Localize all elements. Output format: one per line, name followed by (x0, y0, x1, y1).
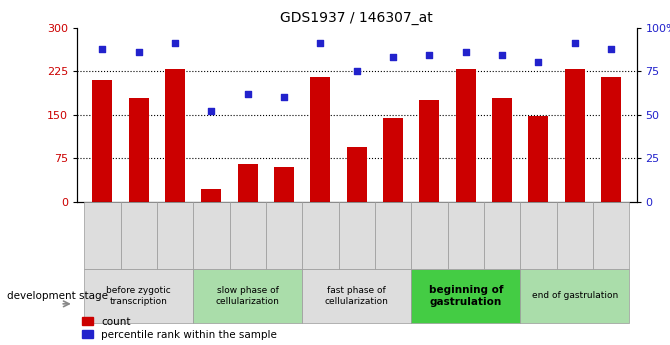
Bar (520, 269, 629, 323)
Point (279, 95, 289, 100)
Point (133, 49, 144, 55)
Point (170, 40, 180, 46)
Bar (165, 69, 185, 202)
Bar (230, 202, 266, 269)
Text: end of gastrulation: end of gastrulation (531, 291, 618, 300)
Bar (266, 202, 302, 269)
Bar (302, 202, 338, 269)
Bar (92, 80, 113, 202)
Bar (529, 116, 549, 202)
Bar (302, 269, 411, 323)
Bar (202, 189, 222, 202)
Point (352, 68, 362, 74)
Bar (492, 98, 512, 202)
Point (570, 40, 580, 46)
Point (388, 55, 399, 60)
Title: GDS1937 / 146307_at: GDS1937 / 146307_at (281, 11, 433, 25)
Point (460, 49, 471, 55)
Bar (593, 202, 629, 269)
Bar (84, 202, 121, 269)
Point (496, 53, 507, 58)
Bar (411, 202, 448, 269)
Bar (601, 77, 621, 202)
Bar (456, 69, 476, 202)
Bar (310, 77, 330, 202)
Text: fast phase of
cellularization: fast phase of cellularization (325, 286, 389, 306)
Point (243, 91, 253, 97)
Point (315, 40, 326, 46)
Bar (419, 100, 440, 202)
Bar (375, 202, 411, 269)
Text: beginning of
gastrulation: beginning of gastrulation (429, 285, 503, 307)
Point (206, 108, 217, 114)
Bar (448, 202, 484, 269)
Bar (347, 147, 366, 202)
Point (424, 53, 435, 58)
Bar (238, 164, 258, 202)
Point (533, 60, 544, 65)
Bar (121, 202, 157, 269)
Point (606, 46, 616, 51)
Bar (274, 167, 294, 202)
Bar (557, 202, 593, 269)
Point (97, 46, 108, 51)
Bar (383, 118, 403, 202)
Bar (157, 202, 194, 269)
Legend: count, percentile rank within the sample: count, percentile rank within the sample (82, 317, 277, 340)
Text: before zygotic
transcription: before zygotic transcription (107, 286, 171, 306)
Text: slow phase of
cellularization: slow phase of cellularization (216, 286, 280, 306)
Bar (84, 269, 194, 323)
Bar (194, 269, 302, 323)
Bar (338, 202, 375, 269)
Bar (129, 98, 149, 202)
Bar (194, 202, 230, 269)
Bar (520, 202, 557, 269)
Bar (411, 269, 520, 323)
Bar (484, 202, 520, 269)
Bar (565, 69, 585, 202)
Text: development stage: development stage (7, 291, 108, 301)
